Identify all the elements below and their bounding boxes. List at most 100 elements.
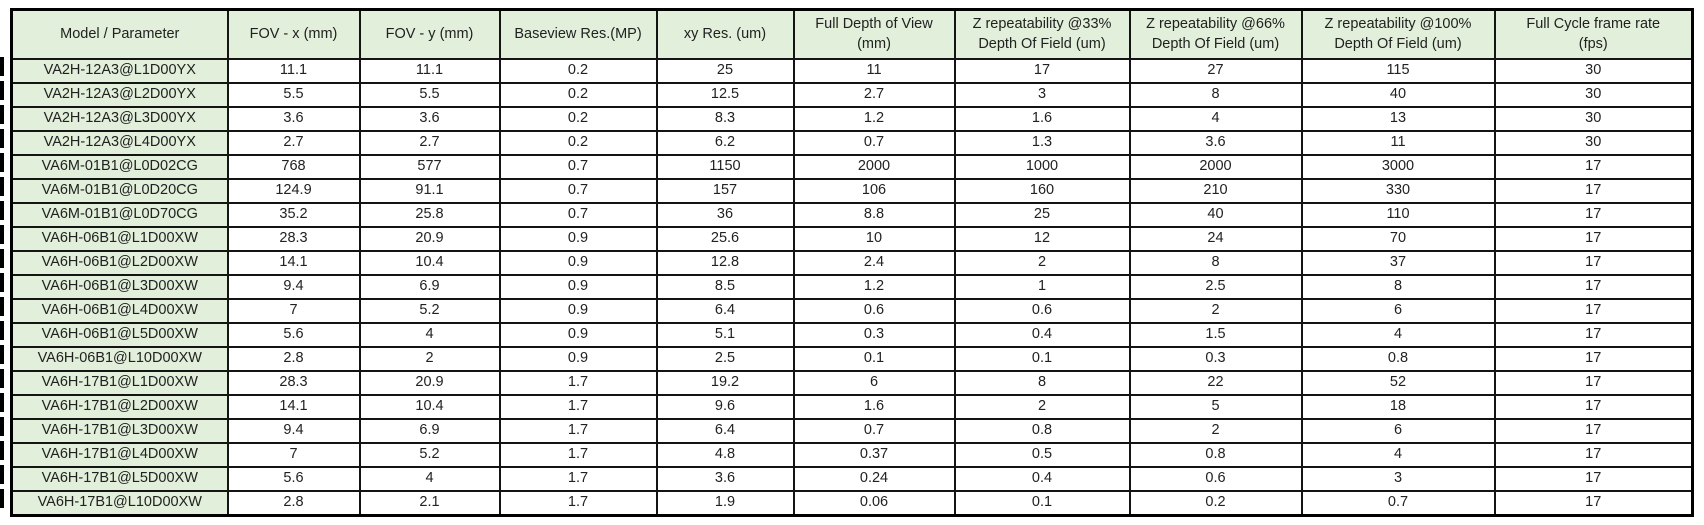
value-cell: 2000: [1128, 154, 1303, 180]
value-cell: 5.2: [358, 298, 501, 324]
value-cell: 91.1: [358, 178, 501, 204]
spec-table-header: Model / Parameter FOV - x (mm) FOV - y (mm…: [10, 8, 1694, 60]
value-cell: 110: [1300, 202, 1496, 228]
value-cell: 1.2: [792, 274, 956, 300]
value-cell: 17: [1493, 490, 1694, 516]
value-cell: 17: [1493, 370, 1694, 396]
value-cell: 70: [1300, 226, 1496, 252]
table-row: VA6H-17B1@L1D00XW 28.3 20.9 1.7 19.2 6 8 22 52 17: [10, 370, 1694, 396]
value-cell: 0.3: [792, 322, 956, 348]
value-cell: 3: [1300, 466, 1496, 492]
value-cell: 14.1: [226, 250, 361, 276]
value-cell: 0.9: [498, 274, 658, 300]
table-row: VA6H-17B1@L2D00XW 14.1 10.4 1.7 9.6 1.6 2 5 18 17: [10, 394, 1694, 420]
value-cell: 0.7: [498, 154, 658, 180]
value-cell: 0.5: [953, 442, 1131, 468]
value-cell: 1.7: [498, 490, 658, 516]
table-row: VA6H-17B1@L10D00XW 2.8 2.1 1.7 1.9 0.06 0.1 0.2…: [10, 490, 1694, 516]
value-cell: 11.1: [226, 58, 361, 84]
value-cell: 25.6: [655, 226, 795, 252]
value-cell: 9.6: [655, 394, 795, 420]
value-cell: 2.8: [226, 490, 361, 516]
table-row: VA6H-06B1@L3D00XW 9.4 6.9 0.9 8.5 1.2 1 2.5 8 17: [10, 274, 1694, 300]
model-cell: VA6H-06B1@L3D00XW: [10, 274, 229, 300]
table-row: VA6H-06B1@L10D00XW 2.8 2 0.9 2.5 0.1 0.1 0.3 0.8…: [10, 346, 1694, 372]
value-cell: 106: [792, 178, 956, 204]
column-header-9: Z repeatability @100% Depth Of Field (um…: [1300, 8, 1496, 60]
value-cell: 8.8: [792, 202, 956, 228]
model-cell: VA6M-01B1@L0D20CG: [10, 178, 229, 204]
value-cell: 25: [655, 58, 795, 84]
value-cell: 2: [953, 394, 1131, 420]
value-cell: 0.9: [498, 322, 658, 348]
value-cell: 0.4: [953, 466, 1131, 492]
value-cell: 115: [1300, 58, 1496, 84]
model-cell: VA6H-06B1@L5D00XW: [10, 322, 229, 348]
value-cell: 0.9: [498, 298, 658, 324]
value-cell: 6.2: [655, 130, 795, 156]
spec-table-body: VA2H-12A3@L1D00YX 11.1 11.1 0.2 25 11 17 27 115 3…: [10, 58, 1694, 516]
column-header-1: Model / Parameter: [10, 8, 229, 60]
value-cell: 17: [1493, 418, 1694, 444]
value-cell: 20.9: [358, 370, 501, 396]
value-cell: 5.6: [226, 466, 361, 492]
table-row: VA2H-12A3@L1D00YX 11.1 11.1 0.2 25 11 17 27 115 3…: [10, 58, 1694, 84]
value-cell: 2: [358, 346, 501, 372]
value-cell: 0.1: [953, 490, 1131, 516]
value-cell: 2: [953, 250, 1131, 276]
value-cell: 36: [655, 202, 795, 228]
table-row: VA2H-12A3@L2D00YX 5.5 5.5 0.2 12.5 2.7 3 8 40 30: [10, 82, 1694, 108]
value-cell: 6.4: [655, 298, 795, 324]
value-cell: 1.7: [498, 394, 658, 420]
table-row: VA6M-01B1@L0D02CG 768 577 0.7 1150 2000 1000 20…: [10, 154, 1694, 180]
value-cell: 40: [1128, 202, 1303, 228]
value-cell: 4: [1300, 442, 1496, 468]
value-cell: 3000: [1300, 154, 1496, 180]
column-header-8: Z repeatability @66% Depth Of Field (um): [1128, 8, 1303, 60]
value-cell: 10.4: [358, 394, 501, 420]
table-row: VA6H-06B1@L4D00XW 7 5.2 0.9 6.4 0.6 0.6 2 6 17: [10, 298, 1694, 324]
table-row: VA2H-12A3@L4D00YX 2.7 2.7 0.2 6.2 0.7 1.3 3.6 11…: [10, 130, 1694, 156]
value-cell: 11: [1300, 130, 1496, 156]
value-cell: 2.5: [655, 346, 795, 372]
value-cell: 2.4: [792, 250, 956, 276]
value-cell: 30: [1493, 106, 1694, 132]
value-cell: 2.8: [226, 346, 361, 372]
value-cell: 2000: [792, 154, 956, 180]
value-cell: 768: [226, 154, 361, 180]
value-cell: 17: [1493, 346, 1694, 372]
value-cell: 27: [1128, 58, 1303, 84]
value-cell: 0.8: [1300, 346, 1496, 372]
value-cell: 13: [1300, 106, 1496, 132]
model-cell: VA2H-12A3@L1D00YX: [10, 58, 229, 84]
value-cell: 17: [953, 58, 1131, 84]
value-cell: 5.2: [358, 442, 501, 468]
value-cell: 0.7: [498, 202, 658, 228]
value-cell: 5.6: [226, 322, 361, 348]
value-cell: 0.8: [953, 418, 1131, 444]
value-cell: 6: [1300, 298, 1496, 324]
value-cell: 17: [1493, 274, 1694, 300]
value-cell: 12.5: [655, 82, 795, 108]
value-cell: 6.9: [358, 418, 501, 444]
value-cell: 17: [1493, 322, 1694, 348]
table-row: VA6H-06B1@L2D00XW 14.1 10.4 0.9 12.8 2.4 2 8 37 1…: [10, 250, 1694, 276]
value-cell: 1.7: [498, 442, 658, 468]
value-cell: 12.8: [655, 250, 795, 276]
value-cell: 1: [953, 274, 1131, 300]
value-cell: 1.2: [792, 106, 956, 132]
value-cell: 17: [1493, 226, 1694, 252]
value-cell: 1.7: [498, 418, 658, 444]
value-cell: 0.2: [1128, 490, 1303, 516]
model-cell: VA6H-17B1@L10D00XW: [10, 490, 229, 516]
value-cell: 5.5: [226, 82, 361, 108]
column-header-10: Full Cycle frame rate (fps): [1493, 8, 1694, 60]
value-cell: 210: [1128, 178, 1303, 204]
value-cell: 3.6: [226, 106, 361, 132]
camera-model-spec-table: Model / Parameter FOV - x (mm) FOV - y (mm…: [10, 8, 1694, 517]
value-cell: 22: [1128, 370, 1303, 396]
model-cell: VA6H-17B1@L1D00XW: [10, 370, 229, 396]
value-cell: 7: [226, 442, 361, 468]
value-cell: 0.6: [792, 298, 956, 324]
